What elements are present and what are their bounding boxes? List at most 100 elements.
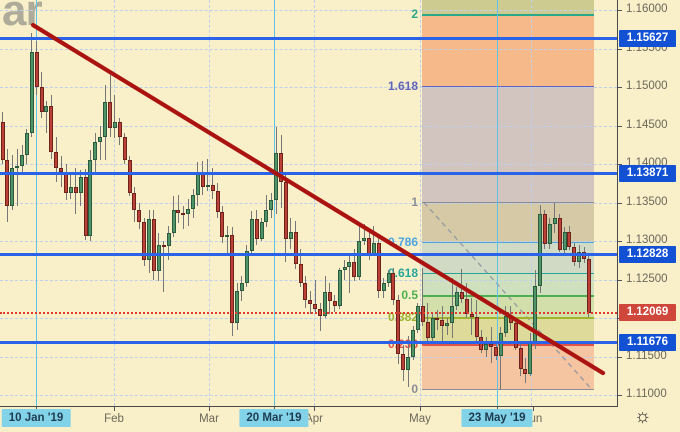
candle-bullish[interactable] bbox=[166, 232, 171, 247]
chart-settings-gear-icon[interactable]: ☼ bbox=[634, 406, 652, 427]
candle-bullish[interactable] bbox=[337, 270, 342, 306]
candle-bearish[interactable] bbox=[161, 244, 166, 247]
candle-bearish[interactable] bbox=[352, 261, 357, 278]
candle-bullish[interactable] bbox=[538, 214, 543, 287]
candle-bullish[interactable] bbox=[44, 106, 49, 112]
candle-bearish[interactable] bbox=[303, 283, 308, 300]
candle-bullish[interactable] bbox=[10, 167, 15, 207]
candle-bearish[interactable] bbox=[474, 317, 479, 338]
candle-bearish[interactable] bbox=[176, 210, 181, 213]
candle-bullish[interactable] bbox=[454, 291, 459, 306]
candle-bullish[interactable] bbox=[225, 234, 230, 238]
candle-bullish[interactable] bbox=[269, 200, 274, 211]
candle-bullish[interactable] bbox=[415, 306, 420, 331]
candle-bearish[interactable] bbox=[542, 214, 547, 245]
candle-bullish[interactable] bbox=[24, 133, 29, 155]
fib-level-line-0.236[interactable] bbox=[422, 344, 594, 346]
candle-bearish[interactable] bbox=[34, 52, 39, 87]
candle-bearish[interactable] bbox=[440, 319, 445, 326]
candle-bullish[interactable] bbox=[347, 261, 352, 268]
date-marker-line[interactable] bbox=[497, 0, 498, 406]
candle-bearish[interactable] bbox=[132, 193, 137, 211]
candle-bearish[interactable] bbox=[327, 291, 332, 302]
candle-bearish[interactable] bbox=[210, 184, 215, 191]
candle-bearish[interactable] bbox=[108, 102, 112, 128]
price-axis[interactable]: 1.16000 1.15500 1.15000 1.14500 1.14000 1.135… bbox=[618, 0, 680, 406]
candle-bullish[interactable] bbox=[562, 231, 567, 251]
candle-bullish[interactable] bbox=[244, 251, 249, 284]
candle-bearish[interactable] bbox=[39, 87, 44, 112]
candle-bullish[interactable] bbox=[274, 153, 279, 201]
candle-bearish[interactable] bbox=[293, 231, 298, 265]
candle-bearish[interactable] bbox=[420, 306, 425, 322]
fib-level-line-0.5[interactable] bbox=[422, 295, 594, 297]
candle-bearish[interactable] bbox=[54, 152, 59, 168]
candle-bearish[interactable] bbox=[254, 219, 259, 239]
candle-bullish[interactable] bbox=[98, 137, 103, 143]
candle-bullish[interactable] bbox=[547, 224, 552, 245]
candle-bullish[interactable] bbox=[552, 217, 557, 225]
candle-bullish[interactable] bbox=[205, 184, 210, 188]
fib-level-line-0[interactable] bbox=[422, 388, 594, 391]
candle-bearish[interactable] bbox=[489, 344, 494, 348]
candle-bullish[interactable] bbox=[78, 177, 83, 194]
candle-bullish[interactable] bbox=[445, 322, 450, 326]
candle-bullish[interactable] bbox=[528, 342, 533, 375]
candle-bullish[interactable] bbox=[68, 187, 73, 194]
candle-bullish[interactable] bbox=[112, 121, 117, 128]
candle-bearish[interactable] bbox=[401, 354, 406, 370]
candle-bearish[interactable] bbox=[494, 347, 499, 356]
candle-bearish[interactable] bbox=[220, 211, 225, 238]
candle-bullish[interactable] bbox=[235, 291, 240, 323]
candle-bearish[interactable] bbox=[5, 160, 10, 207]
candle-bullish[interactable] bbox=[259, 221, 264, 239]
candle-bearish[interactable] bbox=[557, 217, 562, 251]
support-resistance-line[interactable] bbox=[0, 252, 617, 256]
candle-bearish[interactable] bbox=[117, 121, 122, 138]
candle-bullish[interactable] bbox=[342, 267, 347, 271]
time-axis[interactable]: 10 Jan '19 Feb Mar 20 Mar '19 Apr May Jun 23 Ma… bbox=[0, 407, 617, 432]
candle-bearish[interactable] bbox=[508, 316, 513, 324]
candle-bullish[interactable] bbox=[249, 219, 254, 251]
candle-bullish[interactable] bbox=[264, 210, 269, 222]
candle-bullish[interactable] bbox=[362, 237, 367, 241]
candle-bearish[interactable] bbox=[332, 301, 337, 306]
candle-bearish[interactable] bbox=[283, 181, 288, 240]
candle-bearish[interactable] bbox=[313, 304, 318, 309]
support-resistance-line[interactable] bbox=[0, 172, 617, 176]
candle-bullish[interactable] bbox=[20, 154, 25, 166]
support-resistance-line[interactable] bbox=[0, 341, 617, 345]
candle-bearish[interactable] bbox=[49, 106, 54, 153]
candle-bearish[interactable] bbox=[298, 264, 303, 284]
candle-bearish[interactable] bbox=[396, 299, 401, 355]
candle-bearish[interactable] bbox=[523, 368, 528, 375]
candle-bullish[interactable] bbox=[406, 356, 411, 370]
candle-bearish[interactable] bbox=[151, 219, 156, 272]
candle-bullish[interactable] bbox=[450, 305, 455, 323]
candle-bearish[interactable] bbox=[59, 167, 64, 172]
candle-bearish[interactable] bbox=[459, 291, 464, 299]
candle-bullish[interactable] bbox=[15, 165, 20, 168]
candle-bullish[interactable] bbox=[186, 208, 191, 215]
candle-bullish[interactable] bbox=[288, 231, 293, 240]
candle-bullish[interactable] bbox=[29, 52, 34, 134]
fib-level-line-0.618[interactable] bbox=[422, 272, 594, 275]
candle-bullish[interactable] bbox=[381, 283, 386, 292]
candle-bullish[interactable] bbox=[357, 241, 362, 278]
candle-bullish[interactable] bbox=[386, 273, 391, 284]
candle-bearish[interactable] bbox=[181, 212, 186, 215]
candle-bearish[interactable] bbox=[215, 190, 220, 212]
candle-bearish[interactable] bbox=[469, 314, 474, 318]
candle-bullish[interactable] bbox=[156, 244, 161, 272]
candle-bearish[interactable] bbox=[308, 299, 313, 305]
candle-bearish[interactable] bbox=[127, 160, 132, 194]
fib-level-line-1.618[interactable] bbox=[422, 85, 594, 88]
candle-bearish[interactable] bbox=[122, 137, 127, 161]
candle-bearish[interactable] bbox=[435, 318, 440, 320]
candle-bearish[interactable] bbox=[376, 243, 381, 292]
candle-bearish[interactable] bbox=[73, 187, 78, 194]
candle-bullish[interactable] bbox=[93, 142, 98, 161]
candle-bearish[interactable] bbox=[567, 231, 572, 248]
candle-bullish[interactable] bbox=[484, 344, 489, 351]
